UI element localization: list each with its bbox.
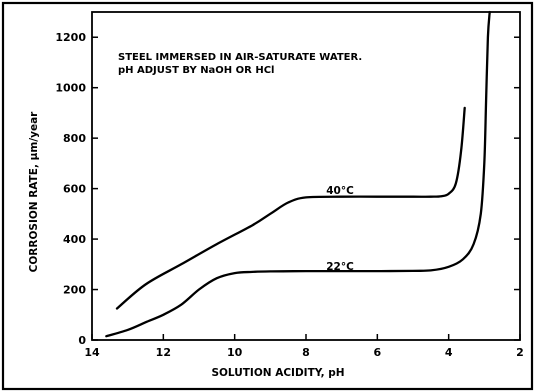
x-tick-label: 4 [445,346,453,359]
x-axis-ticks: 14 12 10 8 6 4 2 [84,334,524,359]
annotation-line-1: STEEL IMMERSED IN AIR-SATURATE WATER. [118,52,362,63]
x-tick-label: 12 [156,346,171,359]
y-tick-label: 1000 [55,82,86,95]
series-label-40c: 40°C [326,185,354,197]
annotation-line-2: pH ADJUST BY NaOH OR HCl [118,65,274,76]
y-tick-label: 400 [63,233,86,246]
curves [105,10,491,338]
y-tick-label: 1200 [55,31,86,44]
y-tick-label: 0 [78,334,86,347]
x-tick-label: 2 [516,346,524,359]
y-axis-ticks: 0 200 400 600 800 1000 1200 [55,31,520,347]
x-axis-label: SOLUTION ACIDITY, pH [211,367,344,379]
series-line-40c [115,106,466,310]
y-axis-label: CORROSION RATE, μm/year [28,111,40,272]
x-tick-label: 10 [227,346,243,359]
y-tick-label: 600 [63,183,86,196]
x-tick-label: 8 [302,346,310,359]
series-line-22c [105,10,491,338]
y-tick-label: 800 [63,132,86,145]
y-tick-label: 200 [63,284,86,297]
x-tick-label: 6 [374,346,382,359]
x-tick-label: 14 [84,346,100,359]
series-label-22c: 22°C [326,261,354,273]
